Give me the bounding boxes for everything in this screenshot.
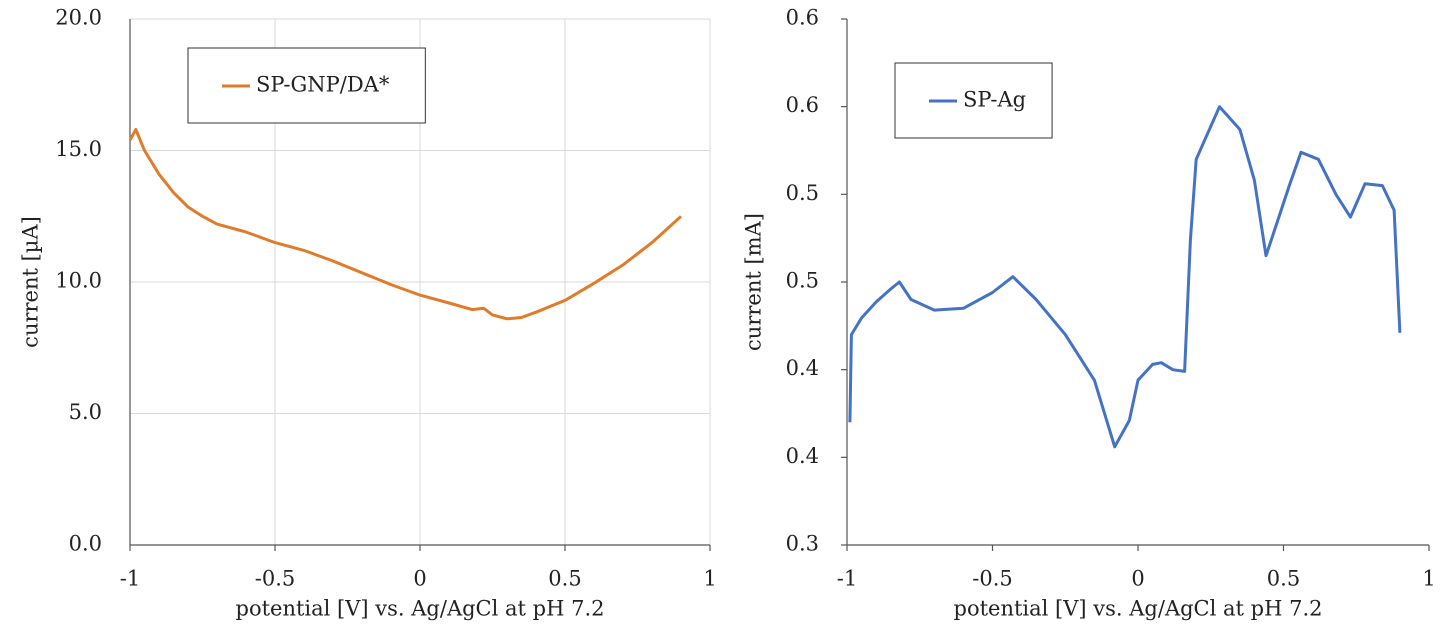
x-tick-label: -1 [837, 567, 857, 591]
y-tick-label: 0.3 [786, 532, 819, 556]
x-tick-label: 0.5 [548, 567, 581, 591]
x-tick-label: -1 [120, 567, 140, 591]
y-tick-label: 10.0 [55, 269, 102, 293]
chart: 0.0 5.0 10.0 15.0 20.0 -1 -0.5 0 0.5 1 potential [… [19, 6, 717, 621]
chart: 0.3 0.4 0.4 0.5 0.5 0.6 0.6 -1 -0.5 0 0.5 1 potentia… [742, 6, 1436, 621]
y-tick-label: 20.0 [55, 6, 102, 30]
y-tick-label: 0.4 [786, 356, 819, 380]
y-axis-label: current [µA] [19, 216, 43, 348]
x-tick-label: -0.5 [972, 567, 1013, 591]
x-axis-label: potential [V] vs. Ag/AgCl at pH 7.2 [954, 597, 1323, 621]
y-axis-label: current [mA] [742, 213, 766, 351]
x-tick-label: 0.5 [1267, 567, 1300, 591]
y-tick-label: 0.6 [786, 6, 819, 30]
y-tick-label: 0.0 [69, 532, 102, 556]
y-tick-label: 0.5 [786, 269, 819, 293]
y-tick-label: 0.6 [786, 93, 819, 117]
x-axis-label: potential [V] vs. Ag/AgCl at pH 7.2 [236, 597, 605, 621]
legend-box [894, 62, 1053, 139]
y-tick-label: 0.5 [786, 181, 819, 205]
line [128, 128, 683, 321]
legend-label: SP-GNP/DA* [256, 73, 390, 97]
y-tick-label: 5.0 [69, 400, 102, 424]
y-tick-label: 15.0 [55, 137, 102, 161]
y-tick-label: 0.4 [786, 444, 819, 468]
legend: SP-GNP/DA* [187, 47, 426, 124]
x-tick-label: 0 [413, 567, 426, 591]
x-tick-label: 1 [703, 567, 716, 591]
legend-label: SP-Ag [963, 88, 1026, 112]
x-tick-label: -0.5 [255, 567, 296, 591]
line [848, 105, 1402, 449]
x-tick-label: 0 [1131, 567, 1144, 591]
legend: SP-Ag [894, 62, 1053, 139]
x-tick-label: 1 [1422, 567, 1435, 591]
